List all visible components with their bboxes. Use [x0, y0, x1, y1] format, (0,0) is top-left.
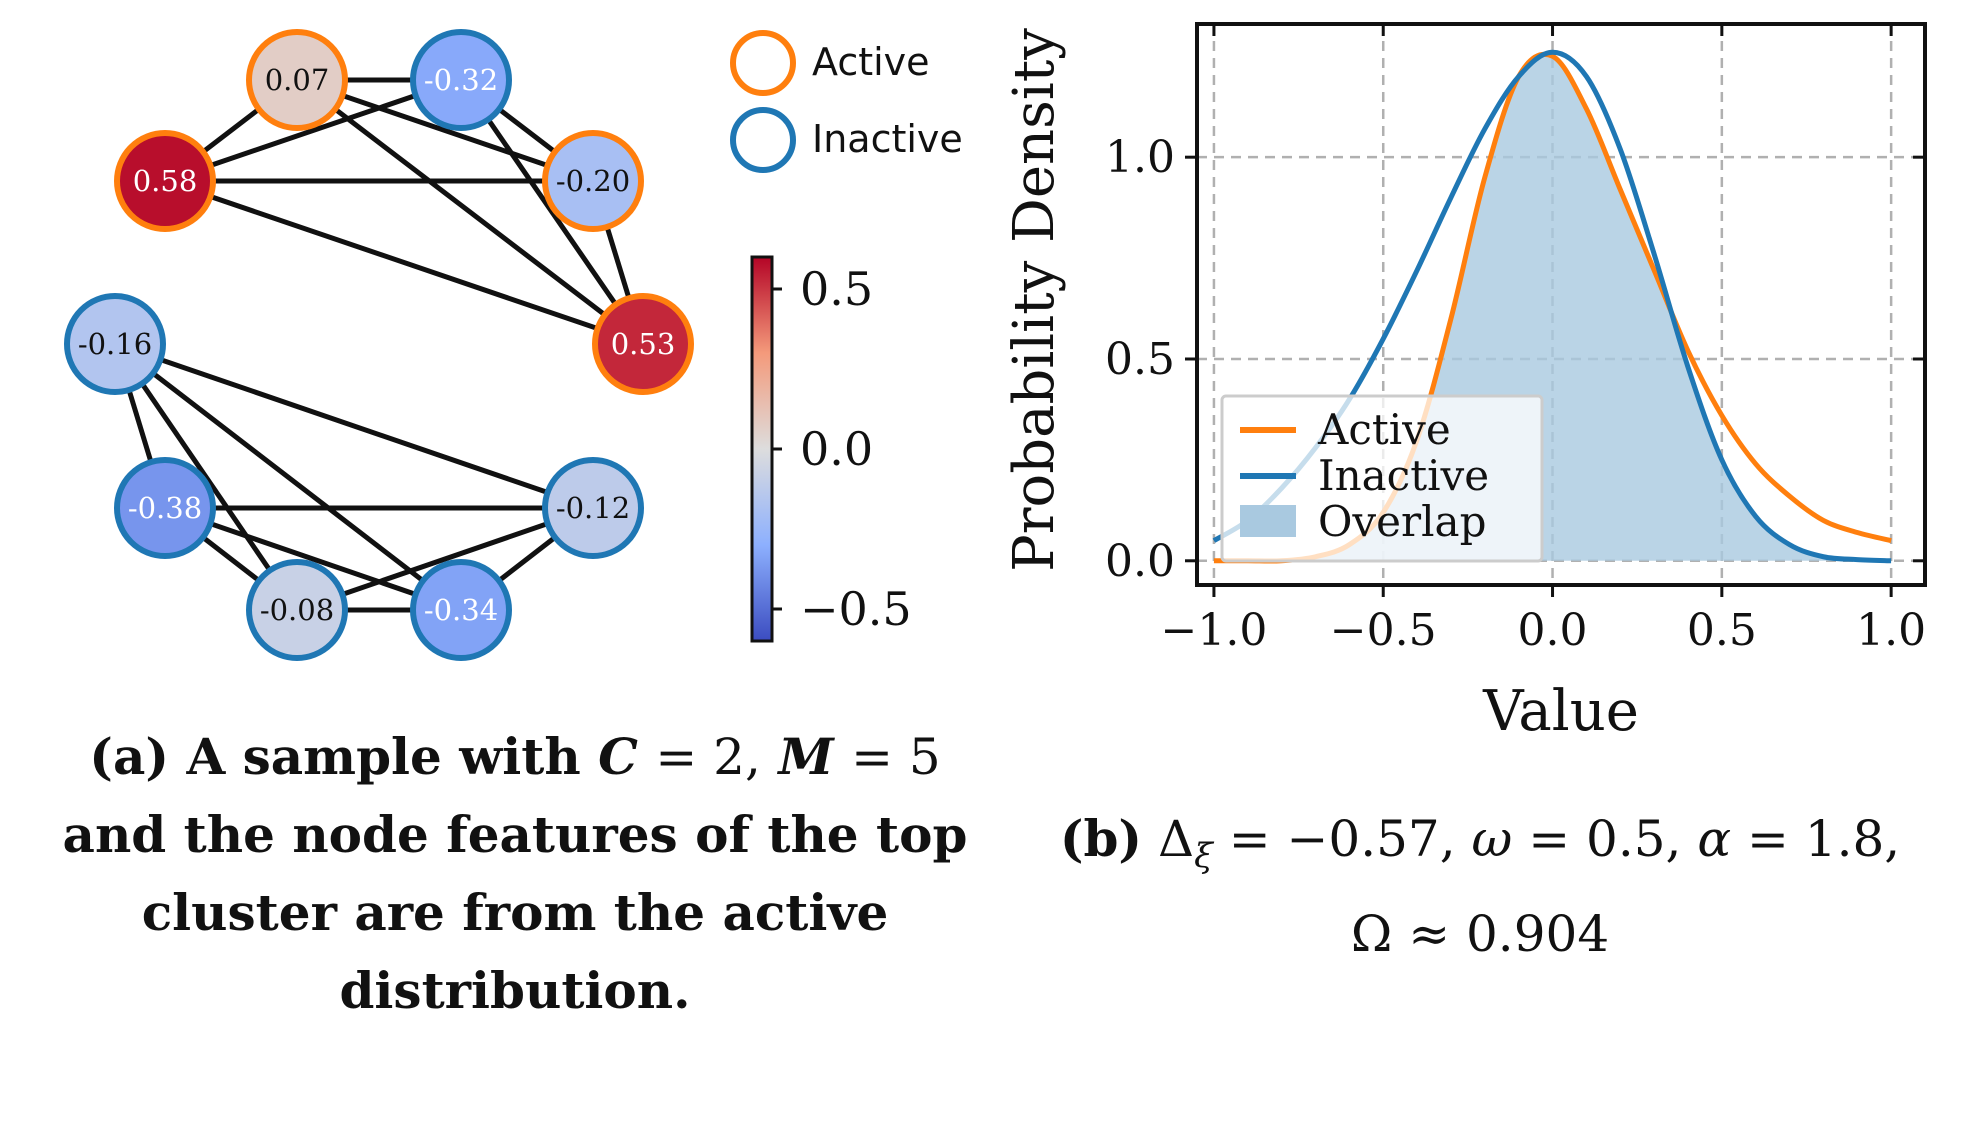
- overlap-area: [1213, 54, 1892, 562]
- graph-edge: [164, 178, 644, 347]
- graph-node-label: -0.34: [424, 593, 498, 627]
- caption-a-text3: cluster are from the active: [141, 883, 889, 942]
- graph-edge: [164, 505, 462, 613]
- colorbar-ticks: 0.5 0.0 −0.5: [772, 262, 912, 636]
- legend-inactive-marker: [730, 107, 796, 173]
- graph-node-circle: [64, 293, 166, 395]
- graph-node-circle: [592, 293, 694, 395]
- graph-edge: [164, 77, 462, 184]
- caption-b-text5: Ω ≈ 0.904: [1350, 905, 1610, 963]
- caption-a: (a) A sample with C = 2, M = 5 and the n…: [40, 718, 990, 1030]
- graph-node-circle: [542, 457, 644, 559]
- caption-b-text4: = 1.8,: [1731, 810, 1901, 868]
- colorbar-tick-label: 0.0: [800, 422, 873, 476]
- caption-b-xi: ξ: [1194, 836, 1213, 876]
- graph-node-label: -0.38: [128, 491, 202, 525]
- legend-inactive-label: Inactive: [812, 117, 963, 161]
- graph-node-circle: [542, 130, 644, 232]
- caption-a-eq2: = 5: [851, 728, 941, 786]
- graph-node: -0.38: [114, 457, 216, 559]
- plot-legend-inactive: Inactive: [1318, 451, 1489, 500]
- graph-node-label: -0.20: [556, 164, 630, 198]
- graph-node-label: -0.08: [260, 593, 334, 627]
- graph-node-label: -0.16: [78, 327, 152, 361]
- y-tick-label: 1.0: [1105, 132, 1175, 183]
- graph-node: -0.12: [542, 457, 644, 559]
- caption-a-label: (a): [89, 727, 170, 786]
- y-axis-ticks: 0.0 0.5 1.0: [1105, 132, 1925, 587]
- graph-node: 0.53: [592, 293, 694, 395]
- graph-node: -0.32: [410, 29, 512, 131]
- x-tick-label: 0.5: [1687, 605, 1757, 656]
- graph-node-label: 0.58: [133, 164, 198, 198]
- colorbar-tick-label: 0.5: [800, 262, 873, 316]
- x-axis-label: Value: [1482, 679, 1639, 744]
- graph-node: 0.58: [114, 130, 216, 232]
- caption-a-text1: A sample with: [186, 727, 581, 786]
- graph-node-label: -0.32: [424, 63, 498, 97]
- graph-node: -0.16: [64, 293, 166, 395]
- caption-b-text3: = 0.5,: [1512, 810, 1698, 868]
- plot-legend-overlap: Overlap: [1318, 497, 1486, 546]
- caption-b-delta: Δ: [1158, 810, 1195, 868]
- graph-edge: [113, 342, 463, 612]
- graph-edge: [458, 78, 646, 346]
- caption-a-m: M: [778, 727, 834, 786]
- colorbar: 0.5 0.0 −0.5: [750, 255, 912, 643]
- x-axis-ticks: −1.0 −0.5 0.0 0.5 1.0: [1161, 24, 1926, 656]
- caption-b-alpha: α: [1697, 810, 1732, 868]
- colorbar-gradient: [750, 255, 774, 643]
- caption-b-text2: = −0.57,: [1212, 810, 1472, 868]
- graph-node-label: -0.12: [556, 491, 630, 525]
- graph-node-circle: [114, 457, 216, 559]
- y-axis-label: Probability Density: [1002, 28, 1067, 572]
- caption-a-text4: distribution.: [339, 961, 691, 1020]
- caption-b: (b) Δξ = −0.57, ω = 0.5, α = 1.8, Ω ≈ 0.…: [1000, 800, 1960, 973]
- plot-legend: Active Inactive Overlap: [1220, 394, 1544, 563]
- caption-a-eq1: = 2,: [655, 728, 761, 786]
- colorbar-tick-label: −0.5: [800, 582, 912, 636]
- density-plot: −1.0 −0.5 0.0 0.5 1.0 0.0 0.5 1.0 Value Probab…: [1002, 22, 1927, 744]
- graph-node-circle: [114, 130, 216, 232]
- graph-edge: [296, 77, 594, 184]
- graph-node: -0.08: [246, 559, 348, 661]
- legend-overlap-swatch: [1240, 505, 1296, 537]
- graph-node-circle: [246, 559, 348, 661]
- x-tick-label: 1.0: [1856, 605, 1926, 656]
- y-tick-label: 0.0: [1105, 536, 1175, 587]
- caption-a-text2: and the node features of the top: [62, 805, 968, 864]
- graph-nodes: 0.07 -0.32 0.58 -0.20 0.53 -0.16 -0.38 -0.12 -0.…: [64, 29, 694, 661]
- y-tick-label: 0.5: [1105, 334, 1175, 385]
- graph-node-circle: [410, 29, 512, 131]
- graph-node: -0.20: [542, 130, 644, 232]
- legend-active-label: Active: [812, 40, 930, 84]
- graph-edge: [296, 505, 594, 613]
- graph-edge: [112, 342, 300, 612]
- graph-node-circle: [246, 29, 348, 131]
- graph-node-circle: [410, 559, 512, 661]
- caption-a-c: C: [598, 727, 638, 786]
- node-legend: Active Inactive: [730, 30, 963, 173]
- graph-edge: [114, 341, 594, 511]
- graph-node: -0.34: [410, 559, 512, 661]
- graph-edge: [295, 78, 645, 346]
- graph-node-label: 0.07: [265, 63, 330, 97]
- x-tick-label: −0.5: [1330, 605, 1437, 656]
- plot-legend-box: [1220, 394, 1544, 563]
- x-tick-label: 0.0: [1518, 605, 1588, 656]
- plot-frame: [1195, 22, 1927, 587]
- graph-node: 0.07: [246, 29, 348, 131]
- graph-node-label: 0.53: [611, 327, 676, 361]
- legend-active-marker: [730, 30, 796, 96]
- caption-b-omega: ω: [1471, 810, 1513, 868]
- plot-legend-active: Active: [1317, 405, 1451, 454]
- caption-b-label: (b): [1059, 809, 1143, 868]
- x-tick-label: −1.0: [1161, 605, 1268, 656]
